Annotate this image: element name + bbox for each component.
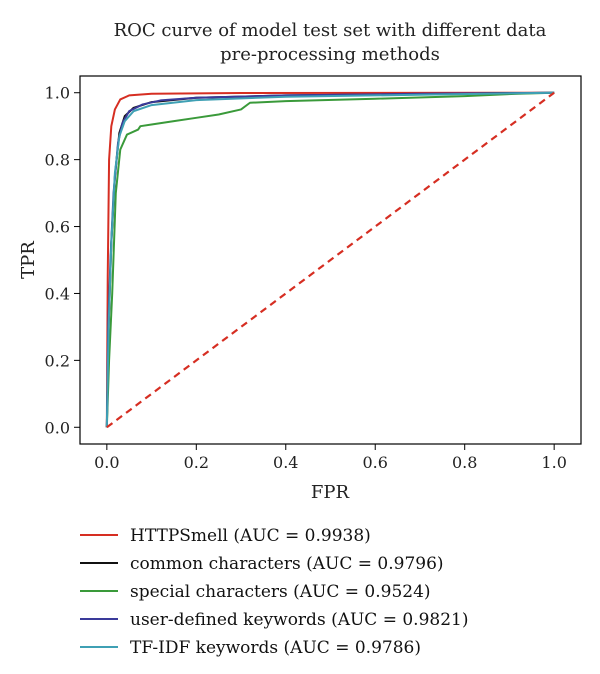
legend-label: HTTPSmell (AUC = 0.9938)	[130, 526, 371, 546]
y-tick-label: 0.0	[45, 418, 70, 437]
legend-label: user-defined keywords (AUC = 0.9821)	[130, 610, 468, 630]
y-axis-label: TPR	[18, 241, 39, 279]
x-tick-label: 0.0	[94, 453, 119, 472]
legend: HTTPSmell (AUC = 0.9938) common character…	[80, 526, 468, 658]
y-tick-label: 0.8	[45, 151, 70, 170]
y-axis-ticks: 0.0 0.2 0.4 0.6 0.8 1.0	[45, 84, 80, 437]
plot-frame	[79, 75, 582, 445]
legend-label: common characters (AUC = 0.9796)	[130, 554, 444, 574]
y-tick-label: 1.0	[45, 84, 70, 103]
y-tick-label: 0.6	[45, 218, 70, 237]
y-tick-label: 0.2	[45, 351, 70, 370]
legend-label: TF-IDF keywords (AUC = 0.9786)	[130, 638, 421, 658]
series-line-2	[105, 91, 555, 428]
x-tick-label: 0.2	[184, 453, 209, 472]
chart-title-line-2: pre-processing methods	[220, 44, 440, 65]
x-axis-ticks: 0.0 0.2 0.4 0.6 0.8 1.0	[94, 444, 567, 472]
x-axis-label: FPR	[311, 482, 350, 503]
x-tick-label: 0.4	[273, 453, 298, 472]
chance-diagonal-line	[106, 91, 555, 429]
series-line-0	[105, 91, 555, 428]
x-tick-label: 0.6	[363, 453, 388, 472]
plot-series	[105, 91, 555, 429]
x-tick-label: 1.0	[541, 453, 566, 472]
chart-title-line-1: ROC curve of model test set with differe…	[114, 20, 547, 41]
y-tick-label: 0.4	[45, 284, 70, 303]
series-line-4	[105, 91, 555, 428]
legend-label: special characters (AUC = 0.9524)	[130, 582, 431, 602]
x-tick-label: 0.8	[452, 453, 477, 472]
